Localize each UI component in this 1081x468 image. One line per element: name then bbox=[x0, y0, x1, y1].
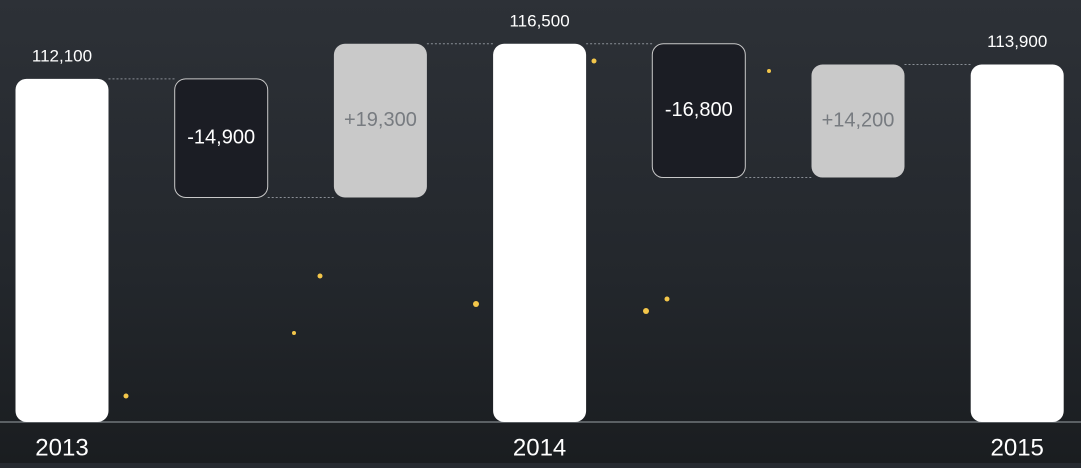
x-tick-label: 2014 bbox=[513, 434, 566, 461]
value-label: +19,300 bbox=[344, 109, 417, 131]
x-tick-label: 2013 bbox=[35, 434, 88, 461]
value-label: 112,100 bbox=[32, 46, 92, 65]
bar bbox=[493, 44, 586, 422]
value-label: -14,900 bbox=[187, 126, 255, 148]
value-label: -16,800 bbox=[665, 99, 733, 121]
page: 112,100 2013 -14,900 +19,300 116,500 2014 -16,… bbox=[0, 0, 1081, 463]
value-label: 113,900 bbox=[987, 32, 1047, 51]
bar bbox=[16, 79, 109, 422]
x-tick-label: 2015 bbox=[991, 434, 1044, 461]
value-label: +14,200 bbox=[822, 109, 895, 131]
value-label: 116,500 bbox=[509, 11, 569, 30]
chart: 112,100 2013 -14,900 +19,300 116,500 2014 -16,… bbox=[0, 0, 1081, 463]
bar bbox=[971, 64, 1064, 422]
